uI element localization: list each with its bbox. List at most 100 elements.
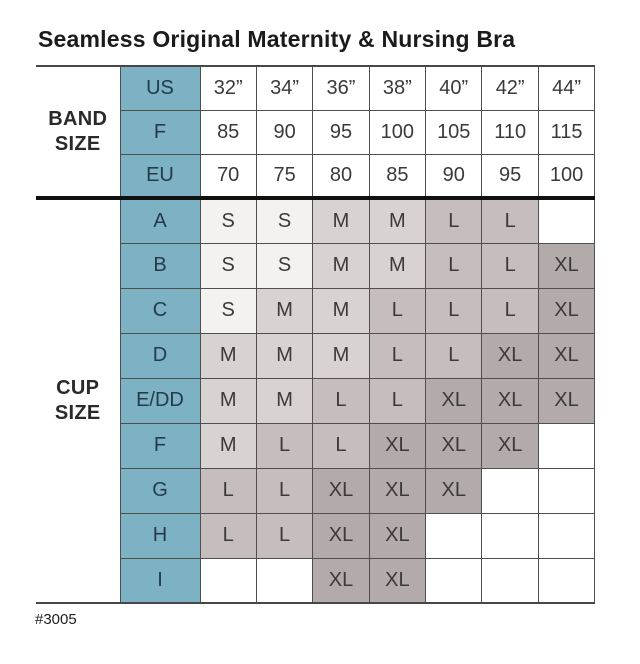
size-cell — [537, 422, 596, 469]
cup-row: I XL XL — [36, 557, 596, 604]
band-size-section: BAND SIZE US 32” 34” 36” 38” 40” 42” 44” F 85 90 95 10… — [36, 65, 596, 200]
size-cell: M — [199, 377, 257, 424]
size-cell — [537, 512, 596, 559]
size-cell: L — [425, 197, 483, 244]
size-cell: L — [425, 287, 483, 334]
size-cell: S — [199, 197, 257, 244]
size-cell: M — [312, 287, 370, 334]
size-cell: L — [255, 467, 314, 514]
size-cell: S — [255, 197, 314, 244]
size-cell: XL — [312, 512, 370, 559]
size-cell: L — [425, 332, 483, 379]
band-row-header: F — [119, 109, 201, 155]
size-cell — [537, 557, 596, 604]
band-value-cell: 95 — [481, 153, 539, 200]
product-code: #3005 — [35, 611, 77, 628]
size-cell — [537, 197, 596, 244]
band-value-cell: 90 — [255, 109, 314, 155]
band-value-cell: 40” — [425, 65, 483, 111]
size-cell: M — [368, 197, 427, 244]
cup-row-header: I — [119, 557, 201, 604]
size-cell: M — [368, 242, 427, 289]
band-row: EU 70 75 80 85 90 95 100 — [36, 153, 596, 200]
size-cell: M — [312, 332, 370, 379]
size-cell — [537, 467, 596, 514]
cup-row: D M M M L L XL XL — [36, 332, 596, 379]
size-cell: XL — [312, 557, 370, 604]
size-cell — [425, 512, 483, 559]
band-value-cell: 100 — [537, 153, 596, 200]
size-cell — [481, 557, 539, 604]
size-cell: XL — [368, 467, 427, 514]
size-cell: XL — [481, 332, 539, 379]
size-cell: L — [255, 422, 314, 469]
size-cell — [481, 512, 539, 559]
band-value-cell: 42” — [481, 65, 539, 111]
size-chart-table: BAND SIZE US 32” 34” 36” 38” 40” 42” 44” F 85 90 95 10… — [36, 65, 596, 604]
cup-row: G L L XL XL XL — [36, 467, 596, 514]
cup-size-section: CUP SIZE A S S M M L L B S S M M L L XL C S M M L L L XL D M M M L L XL… — [36, 197, 596, 604]
size-cell: L — [368, 377, 427, 424]
cup-row-header: D — [119, 332, 201, 379]
band-value-cell: 85 — [199, 109, 257, 155]
cup-row: B S S M M L L XL — [36, 242, 596, 289]
band-value-cell: 44” — [537, 65, 596, 111]
cup-row: E/DD M M L L XL XL XL — [36, 377, 596, 424]
band-row: BAND SIZE US 32” 34” 36” 38” 40” 42” 44” — [36, 65, 596, 200]
cup-row: H L L XL XL — [36, 512, 596, 559]
size-cell: M — [312, 197, 370, 244]
cup-row-header: A — [119, 197, 201, 244]
band-value-cell: 110 — [481, 109, 539, 155]
size-cell: L — [368, 332, 427, 379]
size-cell: S — [199, 242, 257, 289]
band-row-header: US — [119, 65, 201, 111]
band-value-cell: 95 — [312, 109, 370, 155]
band-value-cell: 90 — [425, 153, 483, 200]
cup-row-header: B — [119, 242, 201, 289]
cup-row-header: H — [119, 512, 201, 559]
size-cell: XL — [368, 557, 427, 604]
cup-row: C S M M L L L XL — [36, 287, 596, 334]
cup-row-header: E/DD — [119, 377, 201, 424]
size-cell — [481, 467, 539, 514]
cup-row-header: G — [119, 467, 201, 514]
size-cell: M — [255, 287, 314, 334]
band-value-cell: 100 — [368, 109, 427, 155]
size-cell: L — [255, 512, 314, 559]
size-cell: XL — [537, 242, 596, 289]
size-cell: L — [312, 377, 370, 424]
size-cell: M — [312, 242, 370, 289]
cup-row-header: C — [119, 287, 201, 334]
size-cell: XL — [312, 467, 370, 514]
size-cell: L — [199, 512, 257, 559]
size-cell: M — [199, 332, 257, 379]
cup-row: CUP SIZE A S S M M L L — [36, 197, 596, 424]
band-value-cell: 34” — [255, 65, 314, 111]
size-cell: L — [481, 197, 539, 244]
size-cell: L — [312, 422, 370, 469]
size-cell: XL — [537, 332, 596, 379]
size-cell: M — [199, 422, 257, 469]
band-value-cell: 75 — [255, 153, 314, 200]
size-cell: XL — [481, 377, 539, 424]
size-cell: L — [199, 467, 257, 514]
band-value-cell: 36” — [312, 65, 370, 111]
size-cell — [425, 557, 483, 604]
size-cell: XL — [481, 422, 539, 469]
size-cell: XL — [425, 467, 483, 514]
size-cell: XL — [537, 287, 596, 334]
size-cell: L — [425, 242, 483, 289]
band-row-header: EU — [119, 153, 201, 200]
band-value-cell: 105 — [425, 109, 483, 155]
size-cell: S — [199, 287, 257, 334]
band-value-cell: 38” — [368, 65, 427, 111]
size-cell: L — [368, 287, 427, 334]
size-cell: XL — [425, 377, 483, 424]
size-cell: M — [255, 377, 314, 424]
cup-row: F M L L XL XL XL — [36, 422, 596, 469]
size-cell: XL — [537, 377, 596, 424]
size-cell: S — [255, 242, 314, 289]
band-value-cell: 80 — [312, 153, 370, 200]
size-cell: M — [255, 332, 314, 379]
